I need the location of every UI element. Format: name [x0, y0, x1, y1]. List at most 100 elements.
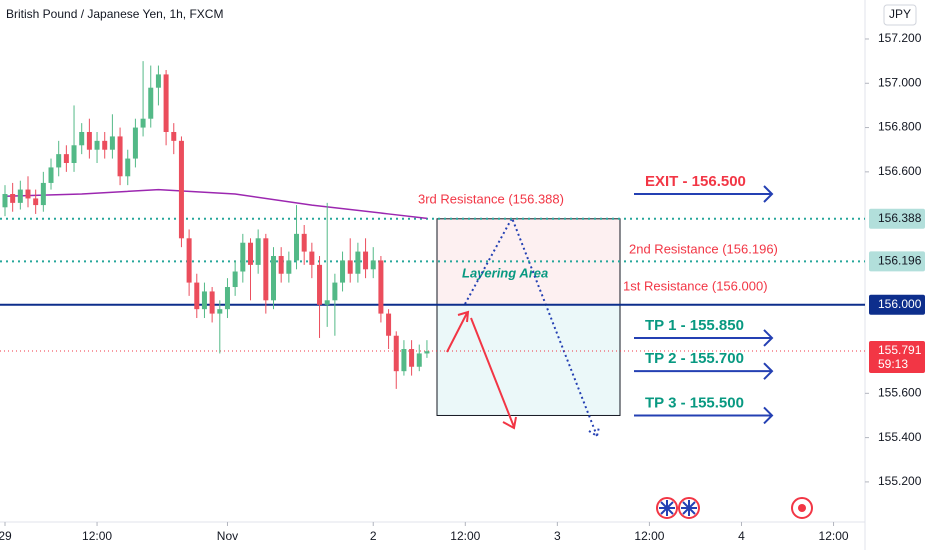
x-tick-label: 12:00 — [82, 529, 112, 543]
arrow — [446, 310, 470, 353]
candle-body — [309, 251, 315, 265]
candle-body — [393, 335, 399, 372]
candle-body — [232, 271, 238, 288]
x-tick-label: 3 — [554, 529, 561, 543]
candle-body — [217, 309, 223, 314]
candle-body — [409, 349, 415, 367]
chart-title: British Pound / Japanese Yen, 1h, FXCM — [6, 7, 223, 21]
target-label: TP 1 - 155.850 — [645, 317, 744, 334]
candle-body — [224, 287, 230, 310]
candle-body — [363, 251, 369, 270]
arrow — [470, 317, 517, 430]
target-zone — [436, 304, 621, 416]
y-tick-label: 157.000 — [878, 75, 922, 89]
flag-icon — [681, 500, 697, 516]
events[interactable] — [656, 497, 813, 519]
candle-body — [401, 349, 407, 372]
candle-body — [424, 351, 430, 354]
candle-body — [271, 256, 277, 301]
candle-body — [94, 140, 100, 150]
candle-body — [148, 87, 154, 119]
annotation: 1st Resistance (156.000) — [623, 278, 768, 293]
arrow-head — [763, 185, 774, 203]
candle-body — [125, 158, 131, 177]
x-tick-label: 12:00 — [819, 529, 849, 543]
candle-body — [2, 194, 8, 208]
candle-body — [155, 74, 161, 88]
candle-body — [263, 238, 269, 301]
red-arrows — [446, 310, 517, 430]
y-tick-label: 156.600 — [878, 164, 922, 178]
candle-body — [240, 242, 246, 272]
candle-body — [247, 242, 253, 265]
candle-body — [178, 140, 184, 239]
x-tick-label: Nov — [217, 529, 238, 543]
annotation: 2nd Resistance (156.196) — [629, 241, 778, 256]
target-label: EXIT - 156.500 — [645, 173, 746, 190]
candle-body — [301, 233, 307, 252]
candle-body — [117, 136, 123, 177]
y-tick-label: 155.400 — [878, 430, 922, 444]
annotation: Layering Area — [462, 265, 548, 280]
candle-body — [201, 291, 207, 310]
candle-body — [40, 182, 46, 206]
candle-body — [79, 131, 85, 146]
candle-body — [56, 154, 62, 168]
candle-body — [17, 189, 23, 203]
candle-body — [48, 167, 54, 183]
candle-body — [378, 260, 384, 314]
candle-body — [171, 131, 177, 141]
level-label: 156.000 — [878, 297, 922, 311]
currency[interactable]: JPY — [889, 7, 911, 21]
level-badge — [869, 208, 925, 229]
candle-body — [324, 300, 330, 305]
arrow-head — [763, 329, 774, 347]
blue-path — [464, 215, 600, 438]
level-badge — [869, 251, 925, 272]
y-tick-label: 157.200 — [878, 31, 922, 45]
candle-body — [10, 194, 16, 203]
y-tick-label: 155.200 — [878, 474, 922, 488]
annotation: 3rd Resistance (156.388) — [418, 191, 564, 206]
countdown-label: 59:13 — [878, 357, 908, 371]
candle-body — [355, 251, 361, 274]
candle-body — [347, 260, 353, 274]
candle-body — [278, 256, 284, 274]
candle-body — [33, 198, 39, 206]
candle-body — [340, 260, 346, 283]
candle-body — [25, 189, 31, 199]
candle-body — [132, 127, 138, 159]
candle-body — [332, 282, 338, 301]
candle-body — [386, 313, 392, 336]
moving-average — [4, 188, 428, 220]
candle-body — [71, 145, 77, 163]
target-dot — [798, 504, 806, 512]
x-tick-label: 2 — [370, 529, 377, 543]
level-badge — [869, 294, 925, 315]
candle-body — [63, 154, 69, 163]
x-tick-label: 12:00 — [450, 529, 480, 543]
candle-body — [186, 238, 192, 283]
candle-body — [194, 282, 200, 310]
candle-body — [163, 74, 169, 132]
level-label: 156.388 — [878, 211, 922, 225]
arrow-head — [763, 362, 774, 380]
y-tick-label: 156.800 — [878, 120, 922, 134]
y-tick-label: 155.600 — [878, 385, 922, 399]
candle-body — [140, 118, 146, 128]
candle-body — [317, 264, 323, 305]
x-tick-label: 29 — [0, 529, 12, 543]
x-tick-label: 4 — [738, 529, 745, 543]
target-label: TP 2 - 155.700 — [645, 350, 744, 367]
candle-body — [416, 353, 422, 367]
flag-icon — [659, 500, 675, 516]
candle-body — [370, 260, 376, 270]
candle-body — [86, 131, 92, 150]
target-label: TP 3 - 155.500 — [645, 394, 744, 411]
candle-body — [294, 233, 300, 261]
candle-body — [209, 291, 215, 314]
last-price-badge — [869, 341, 925, 374]
x-tick-label: 12:00 — [634, 529, 664, 543]
currency-box[interactable] — [883, 4, 917, 26]
